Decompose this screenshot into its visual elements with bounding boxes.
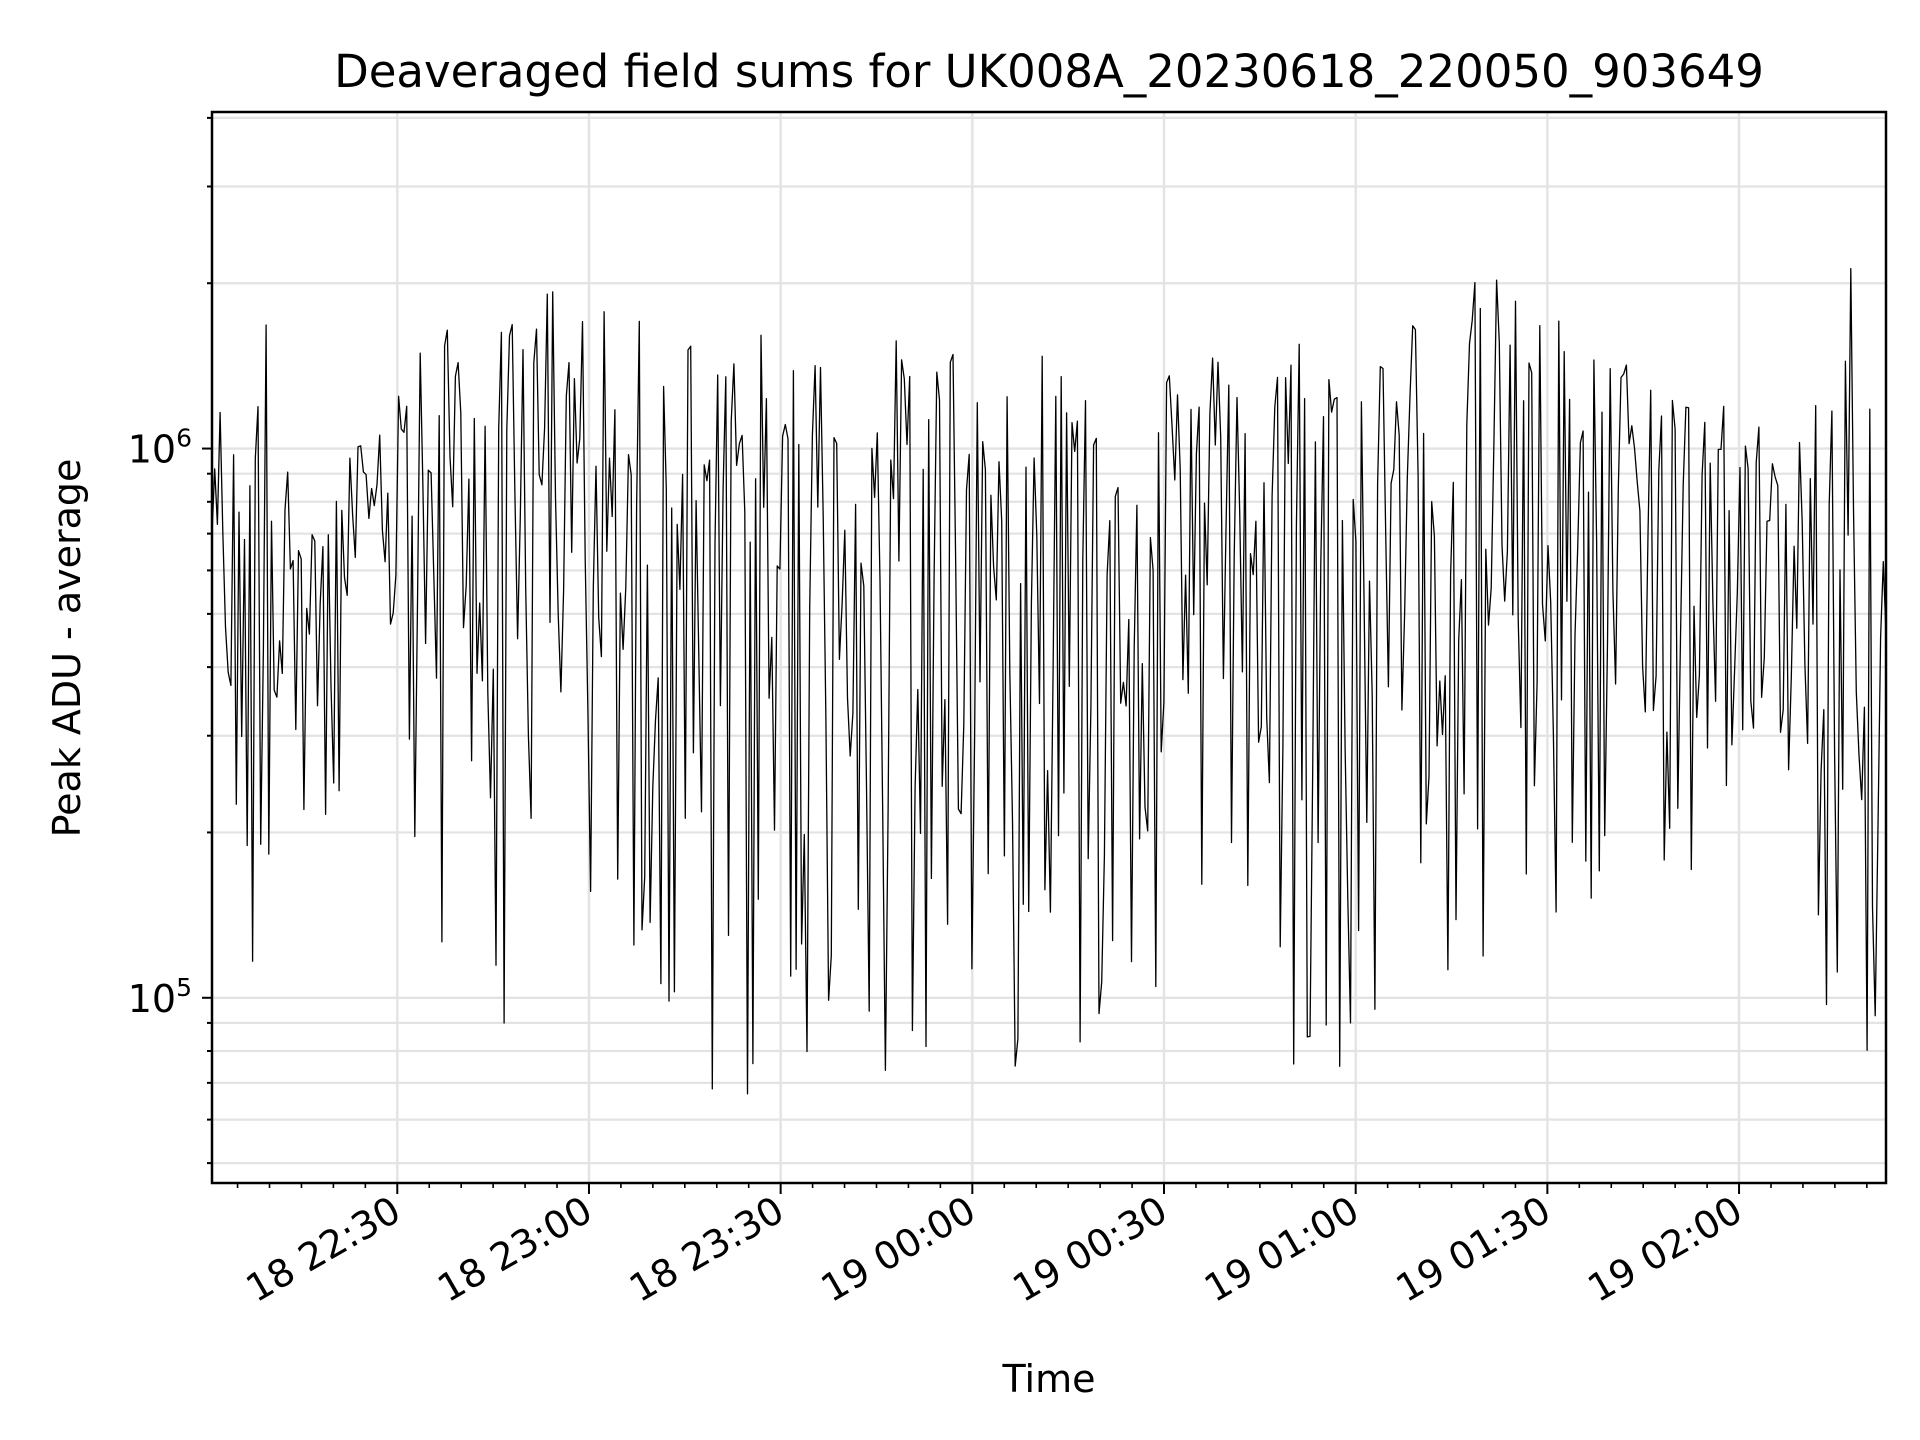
y-axis-ticks: 105 106 <box>128 116 212 1165</box>
y-tick-label: 105 <box>128 973 192 1021</box>
gridlines <box>212 112 1886 1183</box>
chart-title: Deaveraged field sums for UK008A_2023061… <box>334 45 1764 98</box>
plot-frame <box>210 110 1888 1185</box>
x-axis-label: Time <box>1002 1357 1096 1401</box>
plot-area <box>213 268 1886 1095</box>
y-axis-label: Peak ADU - average <box>45 459 89 838</box>
series-line <box>213 268 1886 1095</box>
y-tick-label: 106 <box>128 424 192 472</box>
